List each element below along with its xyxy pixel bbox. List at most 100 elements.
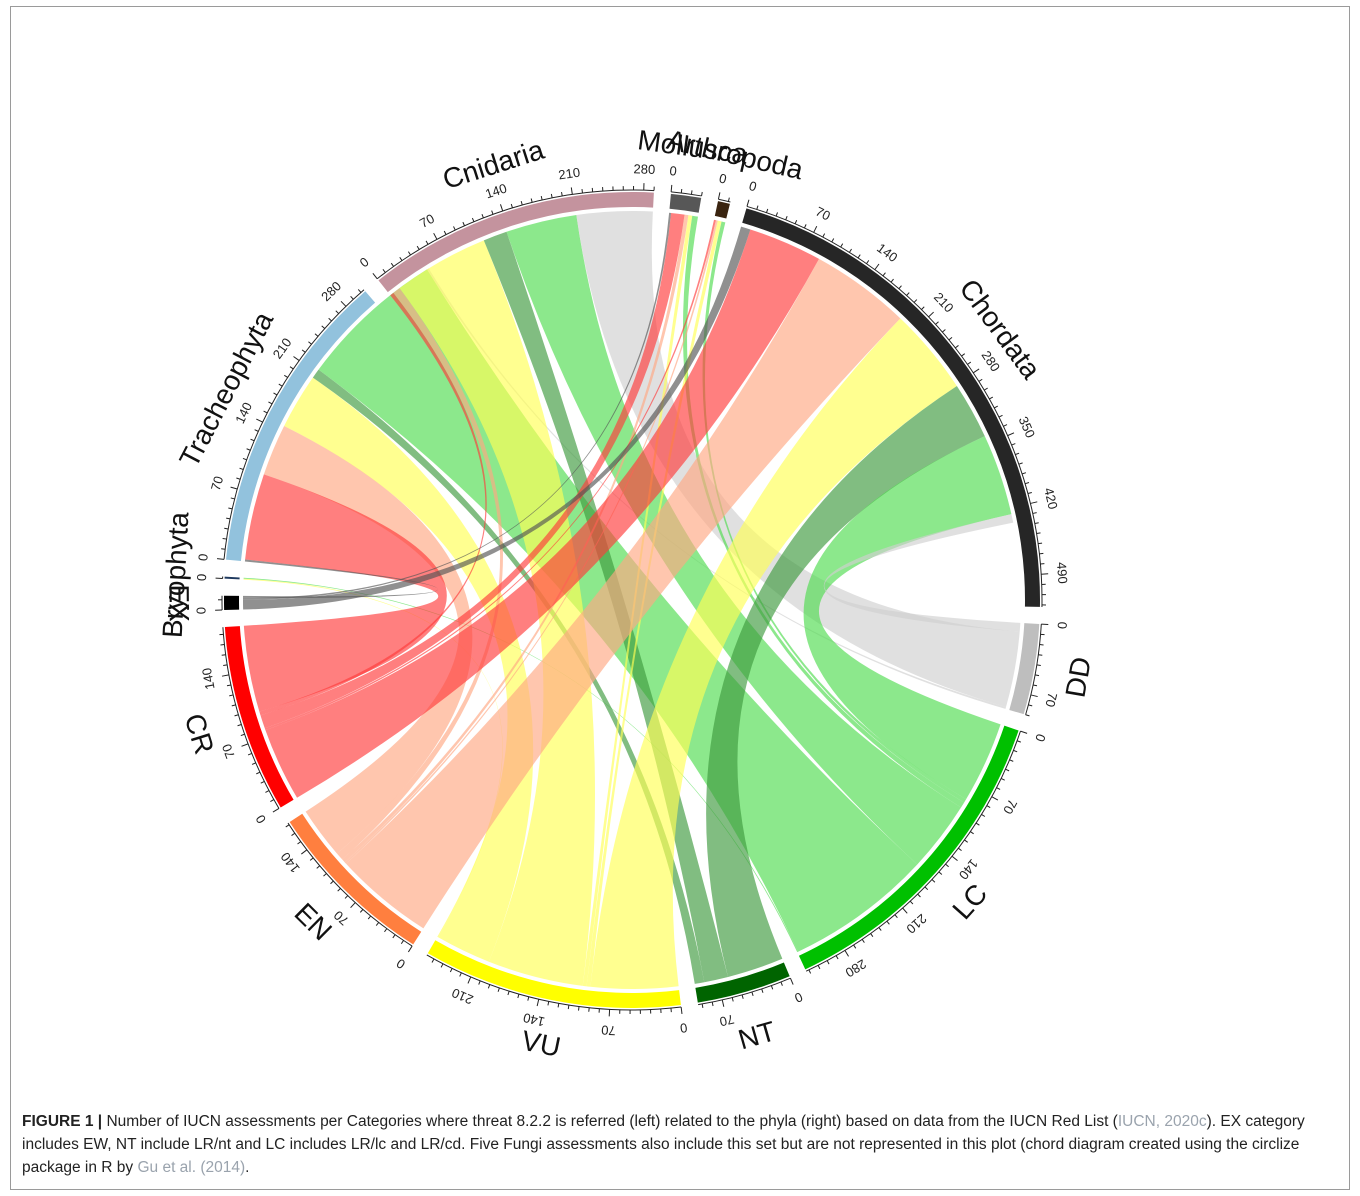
axis-tick-lc <box>826 960 830 965</box>
axis-tick-cnidaria <box>407 251 411 256</box>
axis-tick-cnidaria <box>530 198 533 203</box>
axis-tick-cnidaria <box>491 210 494 215</box>
chord-cr-chordata <box>265 229 820 798</box>
axis-tick-vu <box>567 1005 570 1010</box>
axis-tick-vu <box>467 976 472 984</box>
axis-tick-lc <box>909 900 914 905</box>
axis-tick-vu <box>547 1001 550 1006</box>
axis-tick-lc <box>902 907 908 914</box>
tick-label-dd: 0 <box>1055 621 1070 629</box>
axis-tick-chordata <box>906 292 910 296</box>
axis-tick-cr <box>234 714 239 717</box>
axis-tick-chordata <box>1007 432 1015 437</box>
axis-tick-dd <box>1032 684 1038 687</box>
axis-line-dd <box>1025 624 1042 715</box>
axis-tick-nt <box>701 1003 704 1008</box>
axis-tick-tracheophyta <box>226 517 231 520</box>
axis-tick-cr <box>265 790 270 793</box>
axis-tick-en <box>330 880 334 885</box>
axis-tick-vu <box>578 1006 580 1011</box>
tick-label-vu: 140 <box>522 1010 547 1030</box>
axis-tick-tracheophyta <box>239 467 244 470</box>
sector-label-dd: DD <box>1060 655 1097 700</box>
tick-label-en: 140 <box>278 849 303 875</box>
chord-en-chordata <box>346 258 901 929</box>
axis-tick-en <box>323 873 327 877</box>
axis-tick-dd <box>1035 674 1040 677</box>
tick-label-bryophyta: 0 <box>194 573 209 581</box>
axis-tick-lc <box>886 920 890 925</box>
figure-frame <box>10 6 1350 1190</box>
caption-text-2: ). EX category includes EW, NT include L… <box>22 1113 1305 1176</box>
tick-label-tracheophyta: 210 <box>270 335 295 361</box>
axis-tick-tracheophyta <box>246 448 251 451</box>
axis-tick-lc <box>1016 740 1022 743</box>
axis-tick-lc <box>945 863 949 868</box>
axis-tick-mollusca <box>670 184 673 192</box>
axis-tick-vu <box>527 996 530 1001</box>
sector-label-arthropoda: Arthropoda <box>664 124 806 186</box>
axis-tick-vu <box>478 980 481 985</box>
axis-tick-chordata <box>766 208 769 213</box>
axis-tick-lc <box>964 839 968 843</box>
axis-tick-lc <box>917 893 921 898</box>
axis-tick-tracheophyta <box>335 310 340 314</box>
tick-label-cr: 70 <box>219 742 238 761</box>
axis-tick-lc <box>1013 749 1018 753</box>
axis-line-cr <box>222 627 280 809</box>
axis-tick-tracheophyta <box>308 341 312 345</box>
chord-diagram: 0 0 70 140 210 280 0 70 140 210 280 0 0 0 70 140 210 280 3… <box>157 124 1097 1063</box>
axis-line-vu <box>426 954 682 1011</box>
axis-tick-cnidaria <box>399 256 403 261</box>
axis-tick-dd <box>1038 654 1043 656</box>
axis-tick-chordata <box>955 345 959 349</box>
axis-tick-en <box>400 940 404 945</box>
axis-tick-chordata <box>942 329 946 333</box>
axis-tick-chordata <box>794 219 798 225</box>
axis-tick-cr <box>247 752 252 756</box>
axis-tick-cnidaria <box>425 240 429 245</box>
citation-link-iucn[interactable]: IUCN, 2020c <box>1117 1113 1207 1130</box>
axis-tick-tracheophyta <box>301 349 306 353</box>
sector-track-nt <box>695 962 790 1003</box>
axis-tick-lc <box>1005 768 1010 772</box>
figure-label: FIGURE 1 | <box>22 1113 103 1130</box>
sector-track-dd <box>1009 623 1040 715</box>
tick-label-nt: 0 <box>792 989 804 1006</box>
axis-tick-dd <box>1030 694 1038 698</box>
axis-tick-cr <box>272 808 280 813</box>
axis-tick-nt <box>780 981 783 986</box>
citation-link-gu[interactable]: Gu et al. (2014) <box>137 1159 246 1176</box>
axis-tick-cr <box>251 762 256 765</box>
axis-tick-mollusca <box>701 191 703 197</box>
axis-tick-tracheophyta <box>263 410 268 414</box>
sector-label-cr: CR <box>179 710 221 758</box>
axis-tick-tracheophyta <box>230 486 238 490</box>
chord-vu-mollusca <box>582 215 693 987</box>
tick-label-tracheophyta: 0 <box>195 553 211 562</box>
sector-label-en: EN <box>289 897 338 946</box>
axis-tick-chordata <box>890 278 894 283</box>
axis-tick-tracheophyta <box>250 438 255 442</box>
axis-tick-cr <box>240 733 245 737</box>
axis-line-tracheophyta <box>223 289 365 560</box>
axis-tick-vu <box>536 999 540 1007</box>
axis-tick-chordata <box>848 248 852 253</box>
axis-tick-tracheophyta <box>289 366 294 370</box>
axis-tick-tracheophyta <box>278 383 283 387</box>
axis-tick-cnidaria <box>433 232 438 240</box>
sector-track-ex <box>223 595 240 610</box>
tick-label-chordata: 350 <box>1016 414 1038 440</box>
axis-tick-chordata <box>1015 452 1020 456</box>
chord-vu-chordata <box>590 318 957 990</box>
axis-tick-lc <box>931 879 936 883</box>
tick-label-tracheophyta: 70 <box>208 474 226 492</box>
axis-tick-cnidaria <box>453 226 456 231</box>
axis-tick-lc <box>878 927 882 931</box>
axis-tick-chordata <box>746 199 750 207</box>
chord-vu-cnidaria <box>399 240 596 986</box>
axis-tick-lc <box>861 939 865 943</box>
axis-tick-chordata <box>831 238 835 243</box>
axis-tick-nt <box>770 985 774 990</box>
axis-tick-cr <box>229 694 234 697</box>
